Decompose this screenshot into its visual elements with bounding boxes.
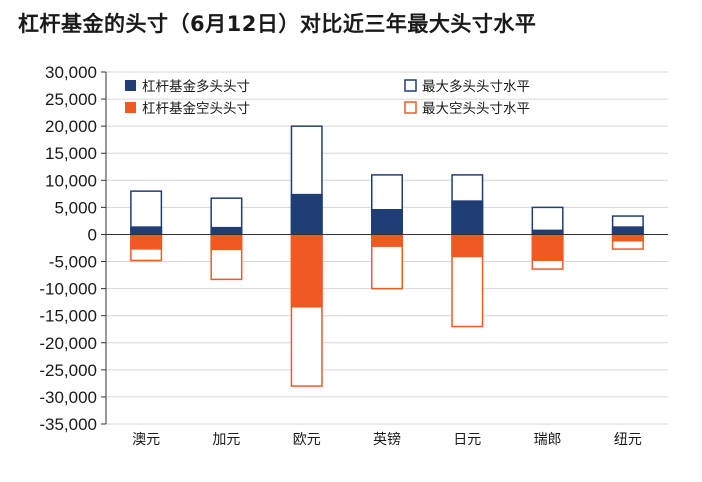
category-label: 瑞郎 bbox=[534, 432, 562, 448]
legend-swatch bbox=[404, 101, 417, 114]
y-tick-label: 10,000 bbox=[45, 171, 97, 190]
y-tick-label: -15,000 bbox=[39, 307, 97, 326]
y-tick-label: -30,000 bbox=[39, 388, 97, 407]
y-tick-label: -25,000 bbox=[39, 361, 97, 380]
short-position-bar bbox=[290, 234, 323, 308]
y-tick-label: 5,000 bbox=[54, 198, 97, 217]
y-tick-labels: 30,000 25,000 20,000 15,000 10,000 5,000 0 -5,0… bbox=[39, 63, 97, 434]
chart-title: 杠杆基金的头寸（6月12日）对比近三年最大头寸水平 bbox=[18, 12, 537, 36]
long-position-bar bbox=[130, 226, 163, 235]
long-position-bar bbox=[531, 229, 564, 235]
short-position-bar bbox=[451, 234, 484, 258]
y-tick-label: -10,000 bbox=[39, 280, 97, 299]
legend-label: 杠杆基金多头头寸 bbox=[142, 78, 250, 95]
y-tick-label: 20,000 bbox=[45, 117, 97, 136]
legend-label: 最大多头头寸水平 bbox=[422, 78, 530, 95]
short-position-bar bbox=[611, 234, 644, 242]
bars bbox=[130, 125, 644, 387]
category-label: 日元 bbox=[453, 432, 481, 448]
y-tick-label: 0 bbox=[88, 225, 97, 244]
long-position-bar bbox=[611, 226, 644, 235]
y-tick-label: -5,000 bbox=[49, 253, 97, 272]
category-label: 澳元 bbox=[132, 432, 160, 448]
y-tick-label: 25,000 bbox=[45, 90, 97, 109]
short-position-bar bbox=[531, 234, 564, 261]
y-tick-label: 30,000 bbox=[45, 63, 97, 82]
short-position-bar bbox=[371, 234, 403, 247]
long-position-bar bbox=[290, 193, 323, 235]
category-labels: 澳元 加元 欧元 英镑 日元 瑞郎 纽元 bbox=[132, 431, 642, 448]
legend-label: 杠杆基金空头头寸 bbox=[142, 100, 250, 117]
y-tick-label: -20,000 bbox=[39, 334, 97, 353]
legend-label: 最大空头头寸水平 bbox=[422, 101, 530, 117]
y-tick-label: 15,000 bbox=[45, 144, 97, 163]
long-position-bar bbox=[210, 226, 243, 235]
category-label: 英镑 bbox=[373, 431, 401, 448]
short-position-bar bbox=[130, 234, 163, 250]
y-tick-label: -35,000 bbox=[39, 415, 97, 434]
legend-swatch bbox=[125, 102, 136, 113]
long-position-bar bbox=[371, 209, 403, 235]
category-label: 加元 bbox=[212, 432, 240, 448]
long-position-bar bbox=[451, 200, 484, 235]
category-label: 欧元 bbox=[293, 432, 321, 448]
category-label: 纽元 bbox=[614, 432, 642, 448]
legend-swatch bbox=[125, 80, 136, 91]
legend-swatch bbox=[404, 79, 417, 92]
short-position-bar bbox=[210, 234, 243, 251]
